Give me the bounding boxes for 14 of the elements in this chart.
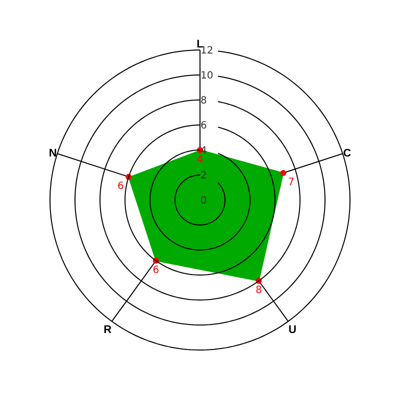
data-label: 6 — [118, 181, 124, 192]
data-label: 8 — [256, 285, 262, 296]
y-tick-label: 4 — [200, 145, 207, 156]
y-tick-label: 2 — [200, 170, 207, 182]
y-tick-label: 0 — [200, 195, 207, 206]
spoke-label: C — [343, 147, 352, 160]
data-label: 7 — [288, 177, 294, 188]
spoke-label: R — [104, 324, 112, 336]
data-label: 6 — [152, 264, 160, 276]
y-tick-label: 6 — [200, 120, 207, 132]
y-tick-label: 8 — [200, 95, 207, 106]
spoke-label: U — [288, 324, 296, 336]
spoke-label: N — [48, 147, 57, 160]
y-tick-label: 10 — [200, 70, 214, 82]
